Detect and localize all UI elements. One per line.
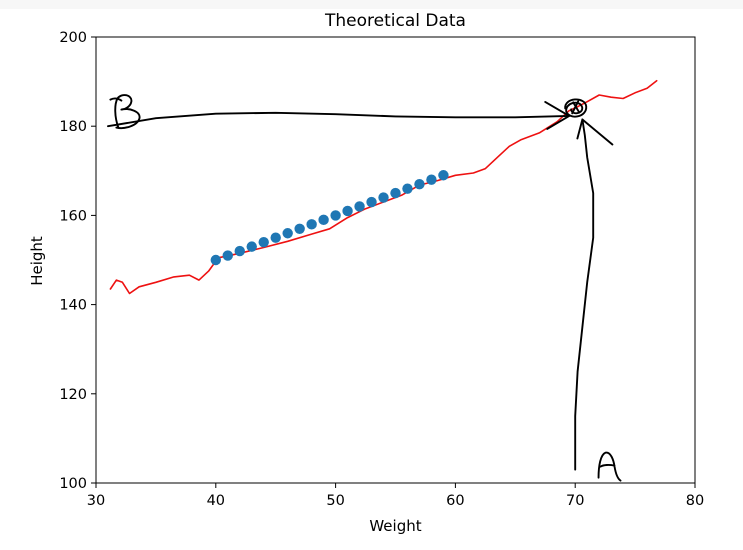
scatter-point	[402, 183, 413, 194]
y-tick-label: 120	[59, 387, 87, 403]
vertical-arrow-shaft	[574, 118, 595, 471]
y-tick-label: 200	[59, 30, 87, 46]
scatter-point	[318, 214, 329, 226]
y-axis-title: Height	[28, 236, 46, 286]
x-tick-label: 80	[686, 493, 704, 509]
scatter-point	[414, 178, 425, 190]
scatter-point	[270, 232, 281, 243]
scatter-point	[426, 174, 437, 185]
scatter-point	[354, 201, 365, 212]
scatter-point	[330, 210, 341, 221]
x-tick-label: 30	[87, 493, 105, 509]
scatter-point	[342, 205, 353, 217]
x-tick-label: 40	[207, 493, 225, 509]
scatter-point	[366, 196, 377, 208]
target-point-scribble	[564, 98, 588, 118]
x-tick-label: 70	[566, 493, 584, 509]
scatter-point	[234, 245, 245, 257]
x-axis-title: Weight	[369, 517, 421, 535]
scatter-point	[294, 223, 305, 234]
scatter-point	[378, 192, 389, 203]
x-tick-label: 60	[446, 493, 464, 509]
vertical-arrow-head	[576, 118, 614, 146]
y-tick-label: 100	[59, 476, 87, 492]
y-tick-label: 140	[59, 298, 87, 314]
scatter-point	[306, 219, 317, 230]
y-tick-label: 160	[59, 208, 87, 224]
x-tick-label: 50	[326, 493, 344, 509]
chart-title: Theoretical Data	[324, 11, 466, 31]
scatter-point	[282, 228, 293, 239]
y-tick-label: 180	[59, 119, 87, 135]
letter-a-mark	[597, 451, 622, 482]
scatter-point	[210, 254, 221, 266]
plot-frame	[95, 36, 696, 484]
hand-drawn-annotations	[107, 94, 622, 482]
scatter-point	[438, 170, 449, 181]
scatter-point	[222, 250, 233, 261]
axis-ticks: 30 40 50 60 70 80 100 120 140 160 180 200	[59, 30, 704, 509]
scatter-point	[258, 236, 269, 248]
scatter-point	[246, 241, 257, 252]
horizontal-arrow-shaft	[107, 111, 571, 128]
letter-b-mark	[109, 94, 141, 130]
window-top-strip	[0, 0, 743, 9]
scatter-point	[390, 187, 401, 199]
